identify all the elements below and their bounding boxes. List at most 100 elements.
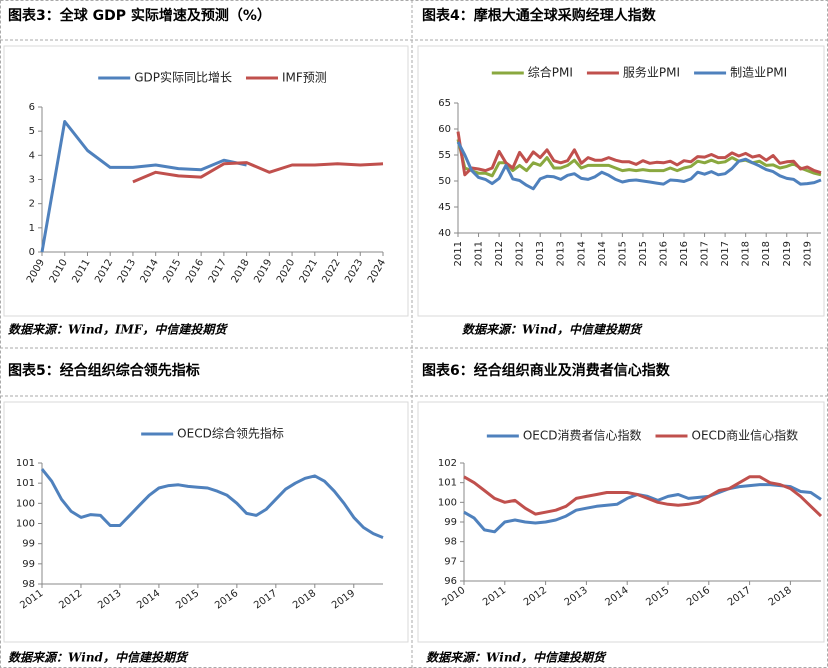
x-tick-label: 2010	[440, 585, 467, 609]
y-tick-label: 55	[438, 150, 451, 161]
y-tick-label: 100	[16, 498, 35, 509]
y-tick-label: 60	[438, 124, 451, 135]
legend-label: GDP实际同比增长	[134, 70, 232, 85]
chart-title: 图表6：经合组织商业及消费者信心指数	[422, 362, 671, 379]
x-tick-label: 2017	[207, 258, 229, 286]
series-line	[463, 475, 823, 518]
x-tick-label: 2012	[494, 241, 505, 266]
x-tick-label: 2018	[291, 588, 318, 612]
legend-label: OECD消费者信心指数	[523, 428, 642, 443]
x-tick-label: 2019	[782, 241, 793, 266]
x-tick-label: 2016	[213, 588, 240, 612]
y-tick-label: 98	[22, 579, 35, 590]
chart-frame	[417, 401, 825, 643]
x-tick-label: 2017	[700, 241, 711, 266]
y-tick-label: 101	[16, 458, 35, 469]
x-tick-label: 2019	[802, 241, 813, 266]
x-tick-label: 2018	[230, 258, 252, 286]
y-tick-label: 99	[22, 559, 35, 570]
x-tick-label: 2012	[93, 258, 115, 286]
x-tick-label: 2010	[48, 258, 70, 286]
series-line	[456, 141, 822, 191]
legend-label: 制造业PMI	[730, 66, 787, 80]
x-tick-label: 2016	[184, 258, 206, 286]
x-tick-label: 2011	[18, 588, 45, 612]
x-tick-label: 2014	[576, 241, 587, 266]
legend-label: IMF预测	[282, 71, 327, 85]
y-tick-label: 4	[29, 150, 35, 161]
x-tick-label: 2018	[741, 241, 752, 266]
x-tick-label: 2023	[343, 258, 365, 286]
y-tick-label: 100	[438, 497, 457, 508]
y-tick-label: 0	[29, 247, 35, 258]
y-tick-label: 100	[16, 519, 35, 530]
x-tick-label: 2024	[366, 258, 388, 286]
chart-title: 图表3：全球 GDP 实际增速及预测（%）	[8, 7, 271, 24]
x-tick-label: 2016	[685, 585, 712, 609]
y-tick-label: 96	[444, 576, 457, 587]
x-tick-label: 2015	[174, 588, 201, 612]
chart-title: 图表4：摩根大通全球采购经理人指数	[422, 7, 657, 24]
series-line	[132, 161, 384, 184]
y-tick-label: 40	[438, 228, 451, 239]
x-tick-label: 2019	[330, 588, 357, 612]
source-note: 数据来源：Wind，IMF，中信建投期货	[8, 323, 228, 337]
x-tick-label: 2009	[25, 258, 47, 286]
series-line	[40, 468, 384, 539]
x-tick-label: 2020	[275, 258, 297, 286]
x-tick-label: 2015	[617, 241, 628, 266]
x-tick-label: 2017	[726, 585, 753, 609]
x-tick-label: 2014	[135, 588, 162, 612]
x-tick-label: 2017	[252, 588, 279, 612]
y-tick-label: 3	[29, 175, 35, 186]
series-line	[463, 483, 822, 534]
chart-frame	[3, 401, 409, 643]
y-tick-label: 2	[29, 199, 35, 210]
legend-label: 服务业PMI	[623, 65, 680, 80]
y-tick-label: 101	[438, 478, 457, 489]
x-tick-label: 2013	[96, 588, 123, 612]
series-line	[456, 131, 822, 177]
x-tick-label: 2014	[603, 585, 630, 609]
x-tick-label: 2012	[522, 585, 549, 609]
x-tick-label: 2015	[644, 585, 671, 609]
y-tick-label: 101	[16, 478, 35, 489]
x-tick-label: 2018	[767, 585, 794, 609]
x-tick-label: 2011	[453, 241, 464, 266]
x-tick-label: 2014	[597, 241, 608, 266]
y-tick-label: 97	[444, 556, 457, 567]
y-tick-label: 99	[22, 539, 35, 550]
chart-frame	[417, 45, 825, 317]
legend-label: OECD商业信心指数	[692, 428, 799, 443]
chart-title: 图表5：经合组织综合领先指标	[8, 362, 200, 379]
x-tick-label: 2016	[658, 241, 669, 266]
series-line	[40, 120, 247, 253]
y-tick-label: 65	[438, 98, 451, 109]
x-tick-label: 2022	[320, 258, 342, 286]
y-tick-label: 1	[29, 223, 35, 234]
y-tick-label: 102	[438, 458, 457, 469]
x-tick-label: 2013	[563, 585, 590, 609]
source-note: 数据来源：Wind，中信建投期货	[8, 651, 189, 665]
series-line	[456, 139, 822, 178]
x-tick-label: 2019	[252, 258, 274, 286]
y-tick-label: 5	[29, 126, 35, 137]
legend-label: 综合PMI	[528, 65, 573, 80]
source-note: 数据来源：Wind，中信建投期货	[462, 323, 643, 337]
x-tick-label: 2012	[57, 588, 84, 612]
x-tick-label: 2015	[161, 258, 183, 286]
x-tick-label: 2015	[638, 241, 649, 266]
x-tick-label: 2016	[679, 241, 690, 266]
y-tick-label: 98	[444, 537, 457, 548]
y-tick-label: 45	[438, 202, 451, 213]
x-tick-label: 2013	[556, 241, 567, 266]
x-tick-label: 2021	[298, 258, 320, 286]
x-tick-label: 2011	[70, 258, 92, 286]
x-tick-label: 2013	[116, 258, 138, 286]
x-tick-label: 2011	[474, 241, 485, 266]
x-tick-label: 2013	[535, 241, 546, 266]
legend-label: OECD综合领先指标	[177, 426, 284, 441]
x-tick-label: 2014	[139, 258, 161, 286]
source-note: 数据来源：Wind，中信建投期货	[426, 651, 607, 665]
